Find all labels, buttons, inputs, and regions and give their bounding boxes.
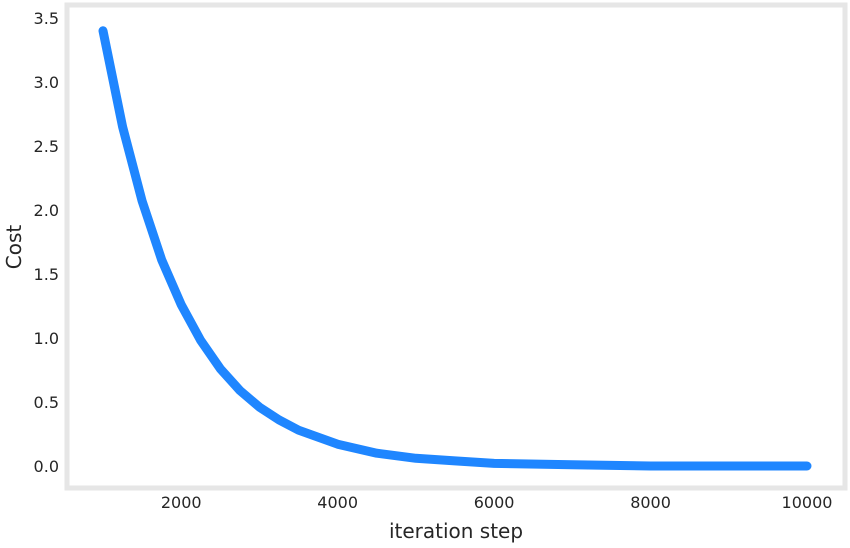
- plot-frame: [64, 2, 848, 491]
- y-tick-label: 2.5: [34, 137, 59, 156]
- x-tick-label: 6000: [474, 493, 515, 512]
- y-tick-label: 0.5: [34, 393, 59, 412]
- x-axis-label: iteration step: [389, 519, 523, 543]
- y-tick-label: 3.0: [34, 73, 59, 92]
- y-tick-label: 3.5: [34, 9, 59, 28]
- x-tick-label: 8000: [630, 493, 671, 512]
- x-tick-labels: 2000 4000 6000 8000 10000: [161, 493, 833, 512]
- y-tick-labels: 0.0 0.5 1.0 1.5 2.0 2.5 3.0 3.5: [34, 9, 59, 476]
- cost-series-line: [98, 26, 812, 471]
- y-tick-label: 1.5: [34, 265, 59, 284]
- y-tick-label: 1.0: [34, 329, 59, 348]
- y-axis-label: Cost: [2, 225, 26, 270]
- x-tick-label: 10000: [782, 493, 833, 512]
- y-tick-label: 2.0: [34, 201, 59, 220]
- y-tick-label: 0.0: [34, 457, 59, 476]
- x-tick-label: 4000: [317, 493, 358, 512]
- x-tick-label: 2000: [161, 493, 202, 512]
